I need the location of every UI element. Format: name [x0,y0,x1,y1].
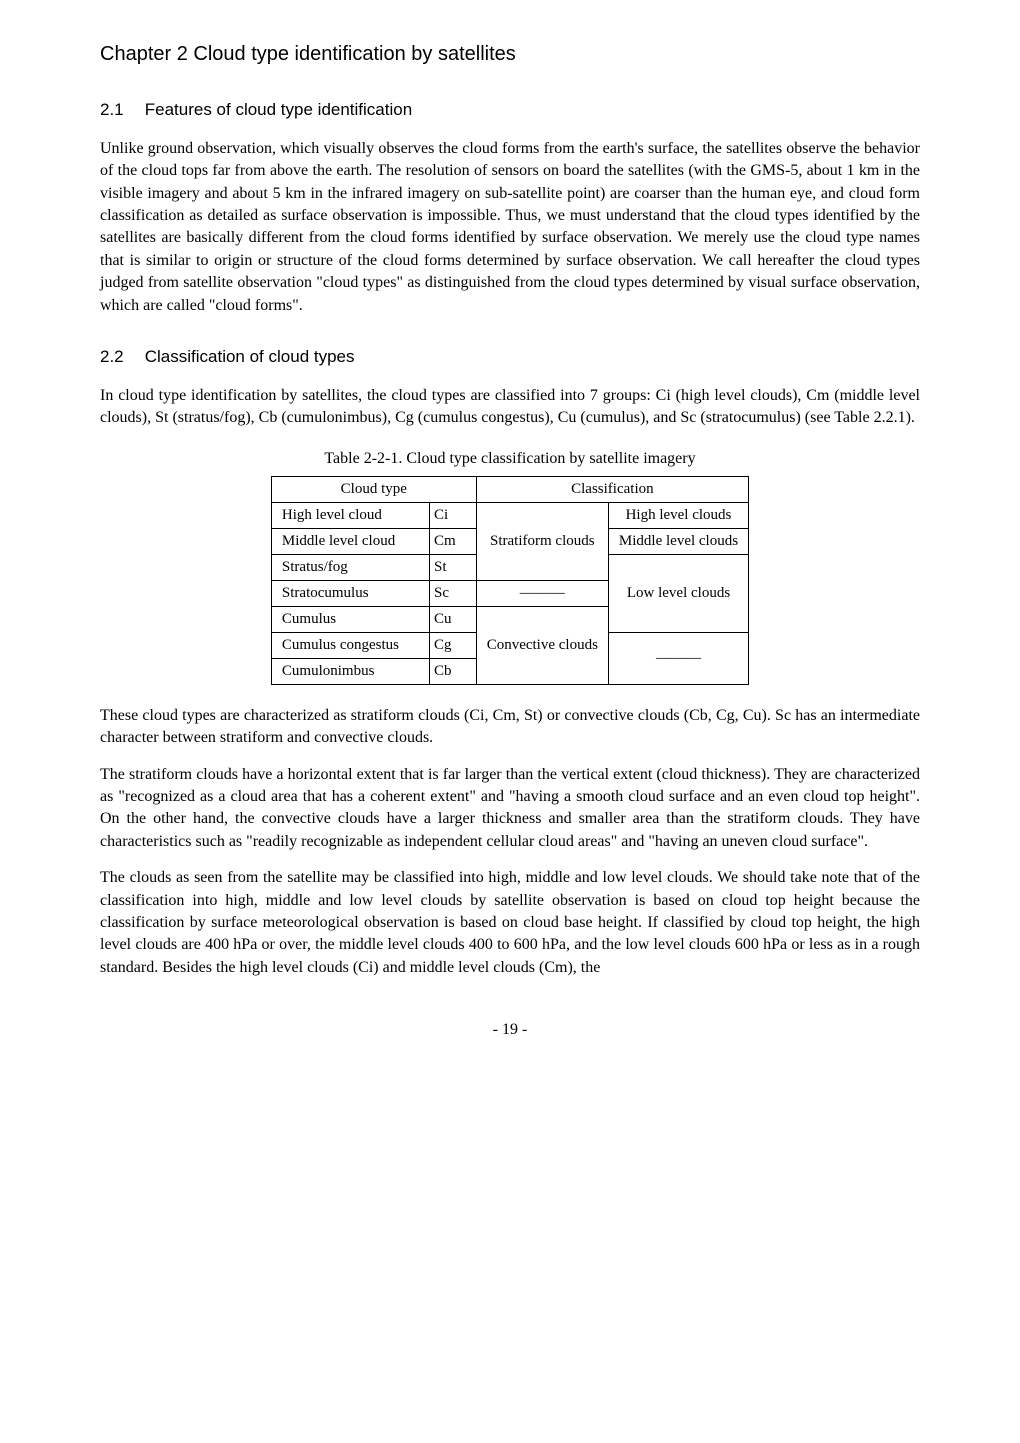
classification-middle: Middle level clouds [608,528,748,554]
cloud-name: Cumulonimbus [271,658,429,684]
classification-stratiform: Stratiform clouds [476,502,608,580]
cloud-type-table: Cloud type Classification High level clo… [271,476,749,685]
cloud-name: Middle level cloud [271,528,429,554]
header-cloud-type: Cloud type [271,476,476,502]
section-2-1-heading: 2.1 Features of cloud type identificatio… [100,98,920,122]
section-title: Classification of cloud types [145,347,355,366]
classification-dash: ——— [608,632,748,684]
page-number: - 19 - [100,1019,920,1041]
paragraph: Unlike ground observation, which visuall… [100,138,920,317]
table-caption: Table 2-2-1. Cloud type classification b… [100,448,920,470]
cloud-code: Cg [430,632,477,658]
table-row: High level cloud Ci Stratiform clouds Hi… [271,502,748,528]
cloud-name: Stratus/fog [271,554,429,580]
cloud-code: Cm [430,528,477,554]
section-title: Features of cloud type identification [145,100,412,119]
classification-dash: ——— [476,580,608,606]
paragraph: The stratiform clouds have a horizontal … [100,764,920,854]
cloud-code: St [430,554,477,580]
section-2-2-heading: 2.2 Classification of cloud types [100,345,920,369]
chapter-title: Chapter 2 Cloud type identification by s… [100,40,920,68]
classification-low: Low level clouds [608,554,748,632]
cloud-name: Cumulus [271,606,429,632]
cloud-code: Cb [430,658,477,684]
table-header-row: Cloud type Classification [271,476,748,502]
classification-high: High level clouds [608,502,748,528]
cloud-code: Cu [430,606,477,632]
paragraph: The clouds as seen from the satellite ma… [100,867,920,979]
paragraph: These cloud types are characterized as s… [100,705,920,750]
paragraph: In cloud type identification by satellit… [100,385,920,430]
section-number: 2.2 [100,345,140,369]
classification-convective: Convective clouds [476,606,608,684]
cloud-name: Cumulus congestus [271,632,429,658]
section-number: 2.1 [100,98,140,122]
cloud-code: Sc [430,580,477,606]
cloud-name: Stratocumulus [271,580,429,606]
cloud-name: High level cloud [271,502,429,528]
cloud-code: Ci [430,502,477,528]
header-classification: Classification [476,476,748,502]
